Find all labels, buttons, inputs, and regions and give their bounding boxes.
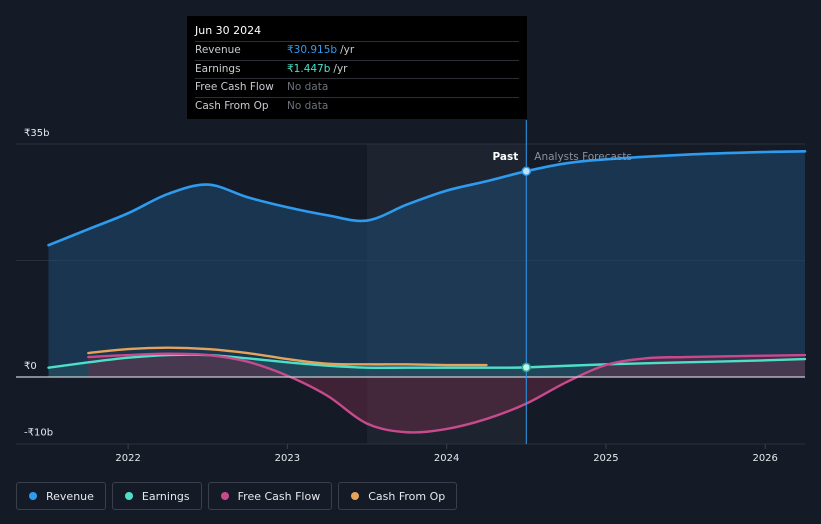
revenue-area xyxy=(48,151,805,377)
x-tick-label: 2023 xyxy=(275,453,300,464)
tooltip-value: ₹30.915b xyxy=(287,44,338,56)
tooltip: Jun 30 2024 Revenue ₹30.915b /yr Earning… xyxy=(187,16,527,119)
revenue-dot-icon xyxy=(29,492,37,500)
x-tick-label: 2022 xyxy=(115,453,140,464)
x-tick-label: 2026 xyxy=(752,453,777,464)
x-tick-label: 2024 xyxy=(434,453,459,464)
tooltip-value: No data xyxy=(287,99,329,112)
earnings-line xyxy=(47,353,807,370)
legend-label: Revenue xyxy=(46,489,94,503)
x-axis: 2022 2023 2024 2025 2026 xyxy=(115,444,778,464)
legend-item-free-cash-flow[interactable]: Free Cash Flow xyxy=(207,482,333,510)
legend: Revenue Earnings Free Cash Flow Cash Fro… xyxy=(16,482,458,510)
free-cash-flow-area xyxy=(88,353,805,433)
legend-label: Cash From Op xyxy=(368,489,446,503)
tooltip-row-cash-from-op: Cash From Op No data xyxy=(195,96,519,116)
cash-from-op-dot-icon xyxy=(351,492,360,500)
legend-label: Earnings xyxy=(141,489,190,503)
past-label: Past xyxy=(493,151,519,163)
cash-from-op-line xyxy=(87,346,488,367)
tooltip-row-free-cash-flow: Free Cash Flow No data xyxy=(195,78,519,97)
earnings-point xyxy=(521,362,532,373)
x-tick-label: 2025 xyxy=(593,453,618,464)
y-axis: ₹35b ₹0 -₹10b xyxy=(24,128,53,439)
tooltip-label: Earnings xyxy=(195,62,241,75)
highlight-points xyxy=(521,166,532,373)
tooltip-row-revenue: Revenue ₹30.915b /yr xyxy=(195,41,519,60)
tooltip-label: Free Cash Flow xyxy=(195,81,274,93)
y-tick-label: -₹10b xyxy=(24,428,53,439)
tooltip-value: ₹1.447b xyxy=(287,62,331,75)
past-highlight-band xyxy=(367,144,526,444)
free-cash-flow-line xyxy=(87,352,807,434)
revenue-point xyxy=(521,166,532,176)
legend-item-revenue[interactable]: Revenue xyxy=(16,482,106,510)
revenue-line xyxy=(47,150,807,247)
tooltip-unit: /yr xyxy=(340,44,355,56)
legend-item-earnings[interactable]: Earnings xyxy=(111,482,202,510)
y-tick-label: ₹0 xyxy=(24,361,37,372)
y-tick-label: ₹35b xyxy=(24,128,49,139)
series-fills xyxy=(48,151,805,433)
tooltip-label: Cash From Op xyxy=(195,99,269,112)
series-lines xyxy=(47,150,807,434)
tooltip-value: No data xyxy=(287,81,329,93)
legend-item-cash-from-op[interactable]: Cash From Op xyxy=(338,482,458,510)
free-cash-flow-dot-icon xyxy=(220,492,229,500)
tooltip-unit: /yr xyxy=(333,62,348,75)
earnings-dot-icon xyxy=(124,492,133,500)
tooltip-label: Revenue xyxy=(195,44,241,56)
tooltip-row-earnings: Earnings ₹1.447b /yr xyxy=(195,59,519,79)
legend-label: Free Cash Flow xyxy=(237,489,321,503)
tooltip-date: Jun 30 2024 xyxy=(195,24,262,37)
forecast-label: Analysts Forecasts xyxy=(534,151,632,163)
